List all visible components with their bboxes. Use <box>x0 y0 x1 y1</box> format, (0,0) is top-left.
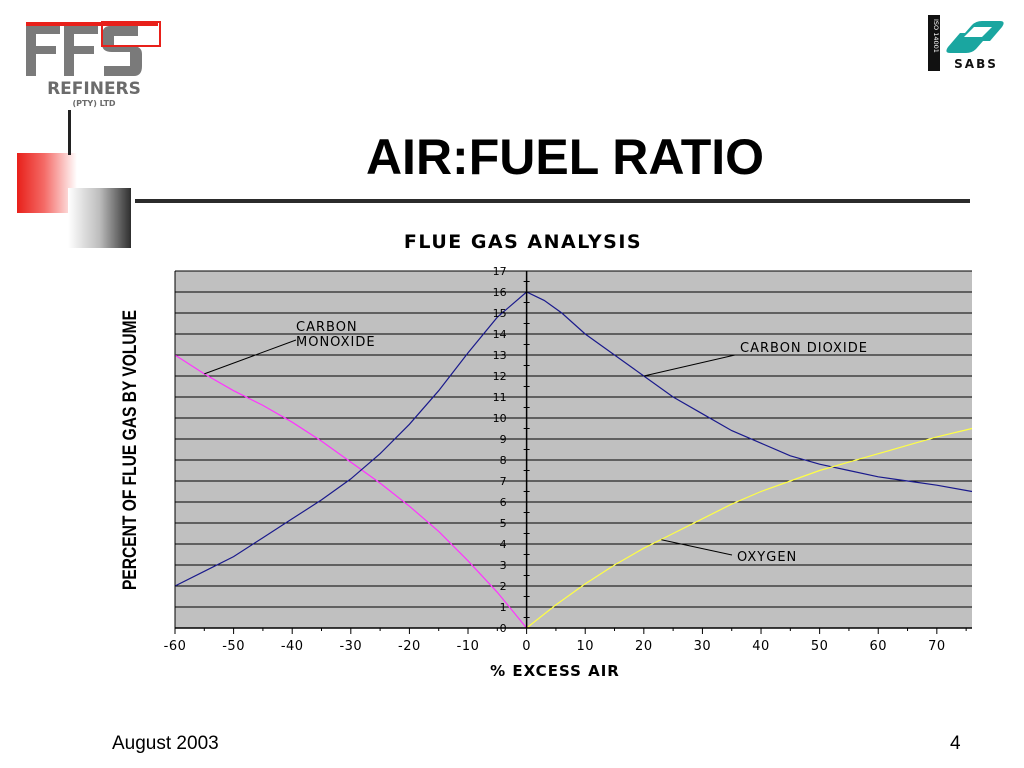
y-tick-label: 5 <box>500 517 507 530</box>
x-tick-label: 40 <box>752 639 770 654</box>
x-tick-label: 20 <box>635 639 653 654</box>
x-tick-label: -10 <box>457 639 480 654</box>
x-tick-label: -50 <box>222 639 245 654</box>
x-tick-label: -20 <box>398 639 421 654</box>
iso-14001-text: ISO 14001 <box>932 19 940 53</box>
logo-refiners-text: REFINERS <box>47 79 141 99</box>
chart-title: FLUE GAS ANALYSIS <box>404 231 642 253</box>
y-tick-label: 11 <box>493 391 507 404</box>
title-underline <box>135 199 970 203</box>
x-tick-label: 30 <box>694 639 712 654</box>
y-tick-label: 17 <box>493 265 507 278</box>
y-tick-label: 15 <box>493 307 507 320</box>
series-label-carbon-dioxide: CARBON DIOXIDE <box>740 341 868 356</box>
series-label-oxygen: OXYGEN <box>737 550 797 565</box>
decor-red-gradient <box>17 153 77 213</box>
x-tick-label: 10 <box>576 639 594 654</box>
series-layer <box>174 291 973 629</box>
x-tick-label: 70 <box>928 639 946 654</box>
sabs-logo: ISO 14001 SABS <box>928 15 1004 71</box>
x-tick-label: -30 <box>339 639 362 654</box>
y-tick-label: 10 <box>493 412 507 425</box>
grid-lines <box>175 270 972 629</box>
y-tick-label: 6 <box>500 496 507 509</box>
y-tick-label: 14 <box>493 328 507 341</box>
logo-pty-text: (PTY) LTD <box>72 99 115 108</box>
sabs-text: SABS <box>954 57 998 71</box>
ffs-refiners-logo: REFINERS (PTY) LTD <box>18 18 170 110</box>
series-line-carbon-monoxide <box>174 354 528 629</box>
series-line-carbon-dioxide <box>174 291 973 587</box>
ffs-letters <box>26 21 161 76</box>
leader-line-oxygen <box>661 539 733 556</box>
y-tick-label: 16 <box>493 286 507 299</box>
series-line-oxygen <box>526 427 973 629</box>
y-tick-label: 13 <box>493 349 507 362</box>
y-tick-label: 7 <box>500 475 507 488</box>
x-tick-label: 50 <box>811 639 829 654</box>
series-label-carbon-monoxide: CARBON <box>296 320 358 335</box>
plot-area <box>175 271 972 628</box>
series-label-carbon-monoxide: MONOXIDE <box>296 335 376 350</box>
x-tick-label: 0 <box>522 639 531 654</box>
x-axis-label: % EXCESS AIR <box>490 662 620 680</box>
axes: 01234567891011121314151617-60-50-40-30-2… <box>164 265 972 654</box>
slide-title: AIR:FUEL RATIO <box>365 129 765 185</box>
x-tick-label: -40 <box>281 639 304 654</box>
y-tick-label: 3 <box>500 559 507 572</box>
y-axis-label: PERCENT OF FLUE GAS BY VOLUME <box>119 310 141 590</box>
x-tick-label: -60 <box>164 639 187 654</box>
leader-line-carbon-monoxide <box>204 339 297 375</box>
y-tick-label: 4 <box>500 538 507 551</box>
leader-line-carbon-dioxide <box>643 354 736 377</box>
x-tick-label: 60 <box>869 639 887 654</box>
decor-gray-gradient <box>68 188 131 248</box>
y-tick-label: 2 <box>500 580 507 593</box>
footer-date: August 2003 <box>112 733 219 754</box>
decor-vertical-line <box>68 110 71 155</box>
y-tick-label: 12 <box>493 370 507 383</box>
sabs-swirl-icon <box>946 21 1004 53</box>
y-tick-label: 1 <box>500 601 507 614</box>
y-tick-label: 9 <box>500 433 507 446</box>
page-number: 4 <box>950 733 961 754</box>
y-tick-label: 8 <box>500 454 507 467</box>
